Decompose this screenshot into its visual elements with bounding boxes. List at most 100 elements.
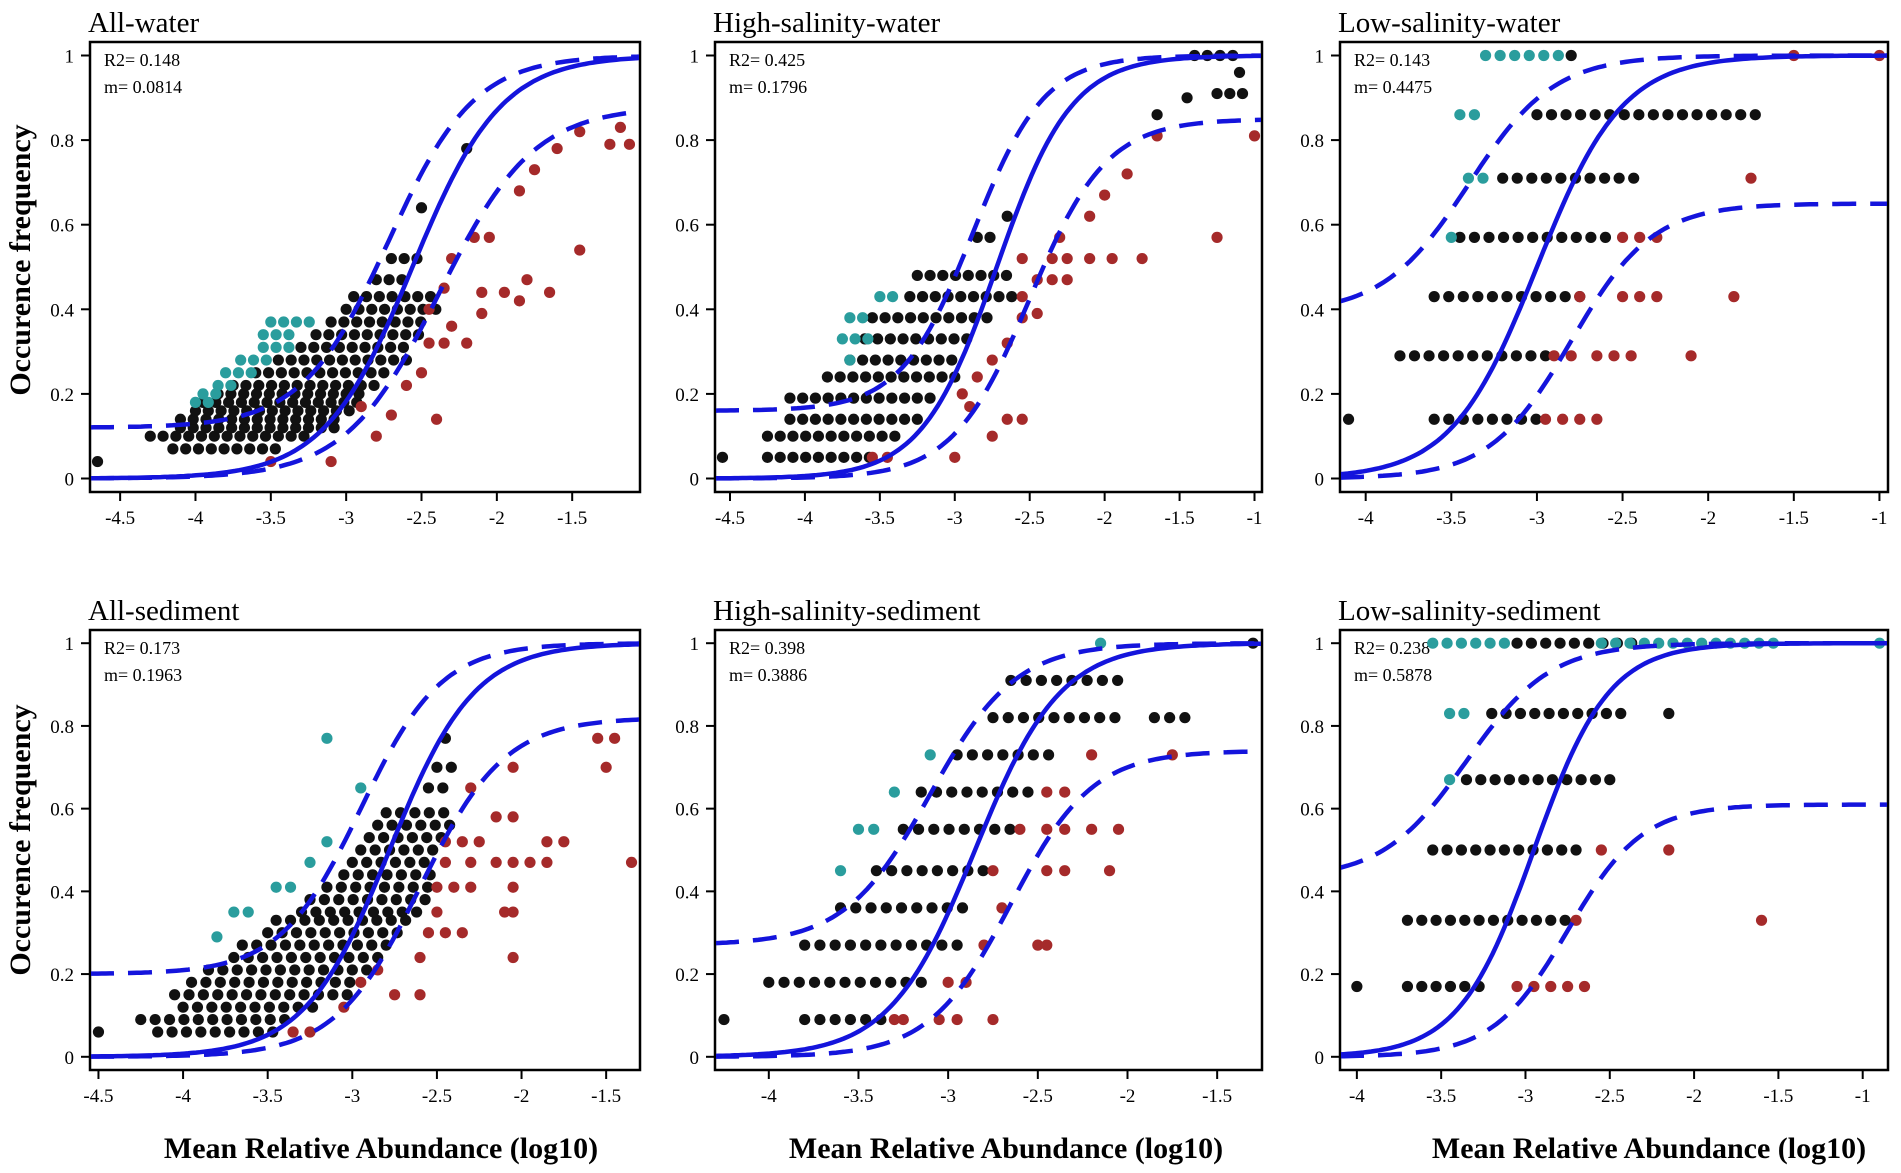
- neutral-point: [1530, 413, 1542, 425]
- neutral-point: [1560, 109, 1572, 121]
- neutral-point: [363, 831, 375, 844]
- neutral-point: [302, 413, 315, 425]
- above-point: [278, 316, 290, 328]
- x-tick-label: -4: [175, 1086, 191, 1107]
- neutral-point: [947, 865, 959, 877]
- above-point: [1538, 49, 1550, 62]
- neutral-point: [238, 1026, 250, 1038]
- neutral-point: [1497, 172, 1509, 184]
- below-point: [456, 927, 468, 939]
- neutral-point: [943, 312, 955, 324]
- r2-label: R2= 0.143: [1354, 50, 1430, 70]
- neutral-point: [234, 430, 246, 442]
- neutral-point: [272, 430, 284, 442]
- neutral-point: [975, 269, 987, 282]
- neutral-point: [395, 869, 407, 881]
- x-tick-label: -1.5: [1165, 508, 1195, 529]
- below-point: [574, 126, 586, 138]
- y-tick-label: 0.6: [675, 216, 699, 237]
- neutral-point: [943, 823, 955, 835]
- neutral-point: [330, 379, 342, 392]
- neutral-point: [355, 844, 367, 856]
- neutral-point: [376, 316, 388, 328]
- neutral-point: [917, 312, 929, 324]
- neutral-point: [386, 819, 398, 831]
- neutral-point: [340, 303, 352, 315]
- neutral-point: [278, 379, 290, 392]
- neutral-point: [829, 939, 841, 951]
- neutral-point: [352, 869, 364, 881]
- neutral-point: [1663, 707, 1675, 720]
- neutral-point: [185, 976, 198, 988]
- neutral-point: [183, 989, 195, 1001]
- neutral-point: [251, 413, 263, 425]
- below-point: [423, 337, 435, 349]
- neutral-point: [1633, 109, 1645, 121]
- neutral-point: [377, 927, 389, 939]
- below-point: [1059, 823, 1071, 835]
- neutral-point: [889, 430, 901, 442]
- below-point: [1574, 291, 1586, 303]
- below-point: [370, 430, 382, 442]
- below-point: [1595, 844, 1607, 856]
- below-point: [1539, 413, 1552, 425]
- below-point: [1616, 231, 1629, 243]
- neutral-point: [1539, 350, 1552, 362]
- above-point: [197, 388, 209, 400]
- x-axis-title-left: Mean Relative Abundance (log10): [164, 1132, 598, 1165]
- neutral-point: [1233, 66, 1246, 79]
- neutral-point: [221, 430, 233, 442]
- neutral-point: [244, 443, 256, 455]
- neutral-point: [91, 455, 104, 468]
- neutral-point: [231, 443, 243, 455]
- neutral-point: [924, 392, 936, 404]
- x-tick-label: -2.5: [1023, 1086, 1053, 1107]
- below-point: [1608, 350, 1620, 362]
- neutral-point: [797, 413, 809, 425]
- below-point: [385, 409, 397, 421]
- neutral-point: [378, 881, 391, 893]
- neutral-point: [284, 914, 297, 926]
- neutral-point: [886, 865, 898, 877]
- neutral-point: [418, 856, 430, 869]
- below-point: [1548, 350, 1560, 362]
- neutral-point: [286, 976, 298, 988]
- neutral-point: [1540, 637, 1552, 649]
- neutral-point: [323, 329, 335, 341]
- neutral-point: [409, 807, 421, 819]
- below-point: [389, 989, 401, 1001]
- neutral-point: [376, 894, 388, 906]
- neutral-point: [977, 865, 989, 877]
- neutral-point: [212, 989, 224, 1001]
- neutral-point: [437, 782, 449, 794]
- above-point: [1484, 637, 1496, 649]
- plot-frame: [713, 40, 1264, 494]
- neutral-point: [288, 367, 300, 379]
- neutral-point: [834, 371, 846, 383]
- neutral-point: [272, 354, 284, 366]
- neutral-point: [901, 865, 913, 877]
- panel-4: All-sediment R2= 0.173 m= 0.1963 0 0.2 0.4 0.6…: [50, 595, 642, 1107]
- neutral-point: [382, 906, 394, 918]
- neutral-point: [1063, 712, 1075, 724]
- neutral-point: [937, 269, 949, 282]
- neutral-point: [911, 392, 923, 404]
- x-tick-label: -4: [761, 1086, 777, 1107]
- neutral-point: [265, 379, 278, 392]
- above-point: [1427, 637, 1439, 649]
- neutral-point: [406, 831, 418, 844]
- panel-title: High-salinity-water: [713, 7, 940, 39]
- above-point: [1454, 109, 1466, 121]
- neutral-point: [1589, 774, 1602, 786]
- neutral-point: [324, 906, 336, 918]
- r2-label: R2= 0.148: [104, 50, 180, 70]
- neutral-point: [872, 333, 884, 345]
- r2-label: R2= 0.173: [104, 638, 180, 658]
- x-tick-label: -2: [489, 508, 505, 529]
- neutral-fit-line: [716, 641, 1261, 1059]
- x-tick-label: -2.5: [422, 1086, 452, 1107]
- x-tick-label: -3: [947, 508, 963, 529]
- below-point: [971, 371, 983, 383]
- neutral-point: [314, 388, 327, 400]
- below-point: [949, 451, 961, 463]
